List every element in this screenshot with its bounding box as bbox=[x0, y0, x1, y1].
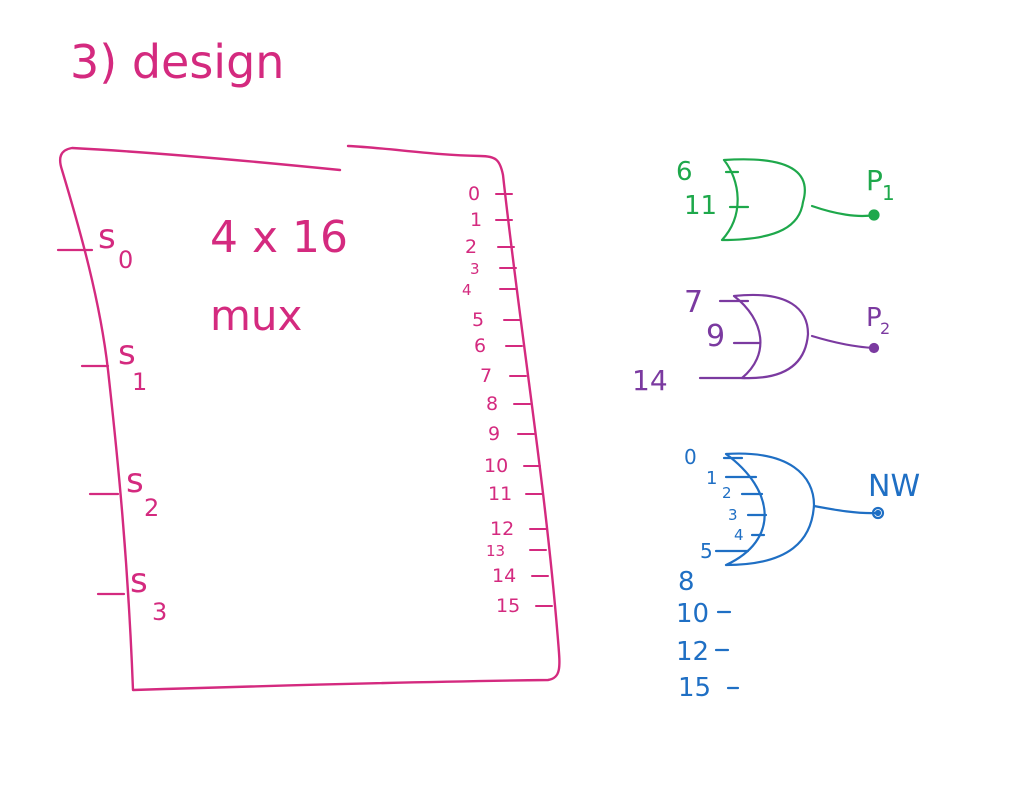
title: 3) design bbox=[70, 35, 284, 89]
or-gate-nw-input-label: 10 bbox=[676, 599, 709, 629]
or-gate-nw-input-label: 8 bbox=[678, 567, 695, 597]
select-label-s3-sub: 3 bbox=[152, 598, 167, 626]
select-label-s2: s bbox=[126, 461, 144, 501]
select-label-s2-sub: 2 bbox=[144, 494, 159, 522]
or-gate-nw-input-label: 1 bbox=[706, 468, 717, 489]
output-label-11: 11 bbox=[488, 483, 512, 505]
output-label-7: 7 bbox=[480, 365, 492, 387]
or-gate-p2-output-label: P bbox=[866, 303, 882, 333]
select-label-s1-sub: 1 bbox=[132, 368, 147, 396]
or-gate-nw-input-label: 3 bbox=[728, 506, 738, 524]
or-gate-nw-input-label: 0 bbox=[684, 445, 697, 469]
or-gate-nw-output-wire bbox=[812, 504, 880, 515]
output-label-12: 12 bbox=[490, 518, 514, 540]
select-label-s0-sub: 0 bbox=[118, 246, 133, 274]
or-gate-p1-body bbox=[720, 158, 806, 242]
mux-block bbox=[58, 144, 561, 692]
or-gate-p1-input-label: 6 bbox=[676, 157, 693, 187]
or-gate-p1-output-wire bbox=[810, 204, 876, 218]
output-label-15: 15 bbox=[496, 595, 520, 617]
or-gate-p2-input-label: 9 bbox=[706, 319, 725, 354]
or-gate-p1 bbox=[720, 158, 880, 242]
mux-box-outline bbox=[58, 144, 561, 692]
or-gate-p1-output-node bbox=[868, 209, 880, 221]
or-gate-nw-input-label: 5 bbox=[700, 539, 713, 563]
or-gate-nw-input-label: 4 bbox=[734, 526, 744, 544]
or-gate-nw-output-dot bbox=[874, 509, 882, 517]
select-label-s0: s bbox=[98, 217, 116, 257]
or-gate-p2-input-label: 7 bbox=[684, 285, 703, 320]
mux-label-type: mux bbox=[210, 291, 302, 340]
output-label-10: 10 bbox=[484, 455, 508, 477]
or-gate-nw-output-node bbox=[871, 506, 885, 520]
output-label-0: 0 bbox=[468, 183, 480, 205]
or-gate-p1-output-sub: 1 bbox=[882, 181, 895, 205]
output-label-14: 14 bbox=[492, 565, 516, 587]
or-gate-p1-input-label: 11 bbox=[684, 191, 717, 221]
or-gate-nw-input-label: 2 bbox=[722, 484, 732, 502]
or-gate-nw bbox=[714, 452, 885, 690]
or-gate-p2-output-wire bbox=[810, 334, 876, 350]
output-label-5: 5 bbox=[472, 309, 484, 331]
output-label-4: 4 bbox=[462, 281, 472, 299]
select-label-s1: s bbox=[118, 333, 136, 373]
output-label-8: 8 bbox=[486, 393, 498, 415]
or-gate-p2-input-label: 14 bbox=[632, 364, 668, 397]
or-gate-p1-output-label: P bbox=[866, 164, 883, 197]
or-gate-p2 bbox=[698, 293, 880, 380]
or-gate-p2-output-node bbox=[868, 342, 880, 354]
or-gate-nw-output-label: NW bbox=[868, 469, 920, 504]
output-label-3: 3 bbox=[470, 260, 480, 278]
or-gate-p2-body bbox=[732, 293, 810, 380]
select-label-s3: s bbox=[130, 561, 148, 601]
or-gate-nw-input-label: 15 bbox=[678, 673, 711, 703]
output-label-1: 1 bbox=[470, 209, 482, 231]
or-gate-nw-input-label: 12 bbox=[676, 637, 709, 667]
output-label-6: 6 bbox=[474, 335, 486, 357]
or-gate-nw-body bbox=[724, 452, 816, 567]
output-label-13: 13 bbox=[486, 542, 505, 560]
output-label-9: 9 bbox=[488, 423, 500, 445]
output-label-2: 2 bbox=[465, 236, 477, 258]
mux-label-size: 4 x 16 bbox=[210, 212, 348, 263]
or-gate-p2-output-sub: 2 bbox=[880, 319, 890, 338]
